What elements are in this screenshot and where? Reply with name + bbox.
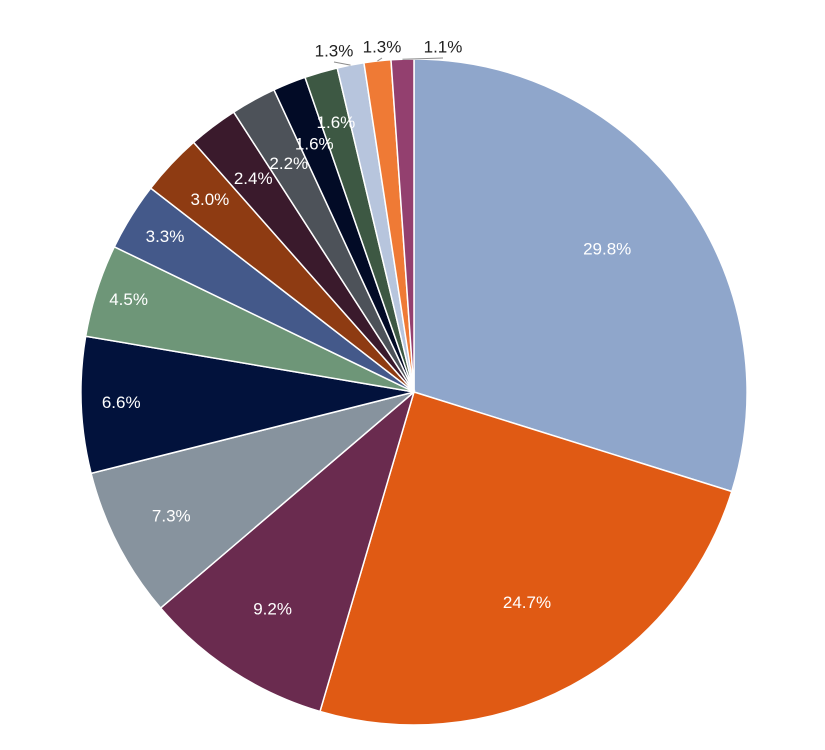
pie-slice-label-2: 24.7% — [503, 593, 551, 612]
pie-slice-label-7: 3.3% — [146, 227, 185, 246]
pie-leader-line-14 — [377, 57, 383, 62]
pie-slice-2 — [319, 391, 733, 726]
pie-slice-label-15: 1.1% — [424, 37, 463, 56]
pie-slice-4 — [90, 391, 415, 610]
pie-slice-label-14: 1.3% — [363, 37, 402, 56]
pie-slice-label-8: 3.0% — [191, 190, 230, 209]
pie-slice-label-5: 6.6% — [102, 393, 141, 412]
pie-leader-line-15 — [402, 57, 444, 60]
pie-slice-label-4: 7.3% — [152, 507, 191, 526]
pie-slice-label-12: 1.6% — [317, 113, 356, 132]
pie-slice-label-1: 29.8% — [583, 239, 631, 258]
pie-slice-label-13: 1.3% — [315, 41, 354, 60]
pie-slice-label-9: 2.4% — [234, 169, 273, 188]
pie-slice-1 — [413, 58, 748, 493]
pie-slice-3 — [159, 389, 416, 713]
pie-labels: 29.8% 24.7% 9.2% 7.3% 6.6% 4.5% 3.3% 3.0%2.4%2.… — [102, 37, 631, 618]
pie-slice-label-3: 9.2% — [253, 599, 292, 618]
pie-slice-label-6: 4.5% — [109, 290, 148, 309]
pie-slice-5 — [80, 335, 415, 475]
pie-slice-label-10: 2.2% — [269, 154, 308, 173]
pie-slice-label-11: 1.6% — [295, 134, 334, 153]
pie-slices — [80, 58, 748, 726]
pie-leader-line-13 — [333, 61, 351, 66]
